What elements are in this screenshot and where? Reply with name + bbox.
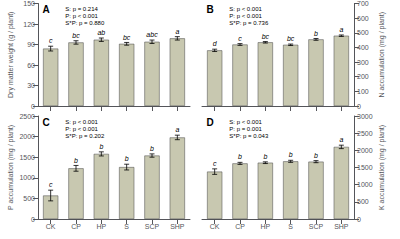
svg-text:b: b [314, 30, 318, 37]
svg-text:abc: abc [146, 31, 158, 38]
svg-text:a: a [339, 136, 343, 143]
svg-text:P: p < 0.001: P: p < 0.001 [65, 13, 98, 19]
svg-text:Dry matter weight (g / plant): Dry matter weight (g / plant) [7, 12, 15, 98]
svg-text:CP: CP [235, 223, 245, 230]
svg-text:c: c [238, 35, 242, 42]
svg-text:HP: HP [96, 223, 106, 230]
svg-text:c: c [49, 181, 53, 188]
svg-text:500: 500 [357, 198, 369, 205]
svg-text:0: 0 [31, 216, 35, 223]
svg-text:D: D [207, 117, 214, 128]
svg-text:P: p < 0.001: P: p < 0.001 [65, 126, 98, 132]
svg-text:CP: CP [71, 223, 81, 230]
svg-text:N accumulation (mg / plant): N accumulation (mg / plant) [378, 12, 386, 98]
svg-text:120: 120 [23, 21, 35, 28]
svg-text:b: b [289, 151, 293, 158]
svg-text:200: 200 [357, 73, 369, 80]
svg-text:K accumulation (mg / plant): K accumulation (mg / plant) [378, 125, 386, 210]
svg-text:b: b [125, 155, 129, 162]
svg-text:S: S [288, 223, 293, 230]
svg-text:b: b [99, 143, 103, 150]
svg-text:2000: 2000 [357, 147, 373, 154]
svg-text:2500: 2500 [19, 113, 35, 120]
svg-text:d: d [213, 40, 218, 47]
svg-text:0: 0 [357, 103, 361, 110]
svg-text:600: 600 [357, 15, 369, 22]
svg-text:2500: 2500 [357, 130, 373, 137]
svg-text:500: 500 [23, 195, 35, 202]
svg-text:bc: bc [287, 35, 295, 42]
svg-text:0: 0 [357, 216, 361, 223]
svg-text:a: a [175, 126, 179, 133]
svg-text:60: 60 [27, 62, 35, 69]
svg-text:b: b [263, 153, 267, 160]
svg-text:bc: bc [72, 32, 80, 39]
svg-text:1000: 1000 [19, 174, 35, 181]
svg-text:SHP: SHP [334, 223, 349, 230]
svg-text:3000: 3000 [357, 113, 373, 120]
svg-text:a: a [339, 26, 343, 33]
svg-text:1000: 1000 [357, 181, 373, 188]
svg-text:S: p < 0.001: S: p < 0.001 [229, 119, 262, 125]
svg-text:S*P: p = 0.880: S*P: p = 0.880 [65, 20, 105, 26]
svg-text:500: 500 [357, 29, 369, 36]
svg-text:SCP: SCP [145, 223, 160, 230]
svg-text:bc: bc [123, 34, 131, 41]
svg-text:HP: HP [260, 223, 270, 230]
svg-text:ab: ab [97, 29, 105, 36]
svg-text:S: p < 0.001: S: p < 0.001 [229, 6, 262, 12]
svg-text:2000: 2000 [19, 133, 35, 140]
svg-text:P accumulation (mg / plant): P accumulation (mg / plant) [7, 125, 15, 210]
svg-text:c: c [49, 37, 53, 44]
svg-text:b: b [238, 153, 242, 160]
svg-text:bc: bc [262, 33, 270, 40]
svg-text:S: S [124, 223, 129, 230]
svg-text:90: 90 [27, 41, 35, 48]
svg-text:b: b [150, 145, 154, 152]
svg-text:P: p = 0.001: P: p = 0.001 [229, 126, 262, 132]
svg-text:S*P: p = 0.043: S*P: p = 0.043 [229, 133, 269, 139]
svg-text:400: 400 [357, 44, 369, 51]
svg-text:S: p = 0.214: S: p = 0.214 [65, 6, 98, 12]
svg-text:c: c [213, 160, 217, 167]
svg-text:0: 0 [31, 103, 35, 110]
svg-text:300: 300 [357, 59, 369, 66]
svg-text:a: a [175, 28, 179, 35]
svg-text:A: A [43, 4, 50, 15]
svg-text:S*P: p = 0.202: S*P: p = 0.202 [65, 133, 105, 139]
svg-text:SCP: SCP [309, 223, 324, 230]
svg-text:CK: CK [210, 223, 220, 230]
svg-text:700: 700 [357, 0, 369, 7]
svg-text:B: B [207, 4, 214, 15]
svg-text:30: 30 [27, 82, 35, 89]
svg-text:b: b [74, 157, 78, 164]
svg-text:P: p < 0.001: P: p < 0.001 [229, 13, 262, 19]
svg-text:S: p < 0.001: S: p < 0.001 [65, 119, 98, 125]
svg-text:S*P: p = 0.736: S*P: p = 0.736 [229, 20, 269, 26]
svg-text:1500: 1500 [357, 164, 373, 171]
svg-text:CK: CK [46, 223, 56, 230]
svg-text:100: 100 [357, 88, 369, 95]
svg-text:1500: 1500 [19, 154, 35, 161]
svg-text:150: 150 [23, 0, 35, 7]
svg-text:b: b [314, 152, 318, 159]
svg-text:SHP: SHP [170, 223, 185, 230]
svg-text:C: C [43, 117, 50, 128]
